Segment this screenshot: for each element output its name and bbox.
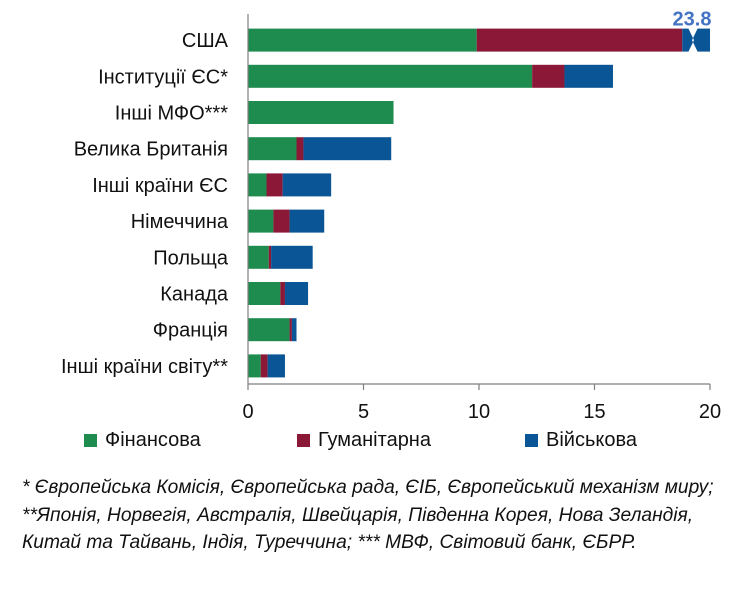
- legend-item: Фінансова: [84, 424, 201, 456]
- bar-segment: [267, 354, 285, 378]
- chart-canvas: США 23.8 Інституції ЄС* Інші МФО*** Велика Б…: [61, 9, 721, 423]
- category-label: Інші країни ЄС: [92, 175, 228, 197]
- legend-swatch: [84, 433, 97, 447]
- legend-swatch: [525, 433, 538, 447]
- bar-segment: [248, 209, 274, 233]
- bar-segment: [248, 101, 394, 124]
- bar-segment: [289, 209, 325, 233]
- x-tick-label: 10: [468, 401, 490, 423]
- legend-label: Військова: [546, 428, 637, 451]
- category-label: Інші країни світу**: [61, 356, 228, 378]
- axis-break-marker: [687, 25, 699, 55]
- chart-footnote: * Європейська Комісія, Європейська рада,…: [22, 477, 714, 553]
- legend-swatch: [297, 433, 310, 447]
- truncated-value-label: 23.8: [673, 9, 712, 31]
- bar-segment: [271, 245, 313, 269]
- bar-segment: [303, 137, 392, 161]
- bar-segment: [248, 64, 533, 88]
- category-label: США: [182, 30, 229, 52]
- bar-segment: [248, 354, 261, 378]
- category-label: Інституції ЄС*: [98, 66, 228, 88]
- category-label: Польща: [153, 247, 229, 269]
- bar-segment: [289, 318, 292, 342]
- bar-segment: [296, 137, 304, 161]
- x-tick-label: 0: [242, 401, 253, 423]
- bar-segment: [280, 282, 285, 305]
- bar-segment: [273, 209, 290, 233]
- bar-segment: [291, 318, 297, 342]
- bar-segment: [282, 173, 332, 197]
- bar-segment: [260, 354, 268, 378]
- bar-segment: [248, 282, 281, 305]
- bar-segment: [248, 137, 297, 161]
- legend-item: Військова: [525, 424, 637, 456]
- category-label: Канада: [160, 284, 229, 306]
- bar-segment: [564, 64, 613, 88]
- x-tick-label: 5: [358, 401, 369, 423]
- legend-label: Фінансова: [105, 428, 201, 451]
- bar-segment: [248, 318, 290, 342]
- stacked-bar-chart: США 23.8 Інституції ЄС* Інші МФО*** Велика Б…: [61, 9, 721, 423]
- bar-segment: [532, 64, 565, 88]
- category-label: Німеччина: [131, 211, 229, 233]
- bar-segment: [248, 245, 269, 269]
- bar-segment: [476, 28, 683, 52]
- legend-item: Гуманітарна: [297, 424, 431, 456]
- bar-segment: [248, 173, 267, 197]
- x-tick-label: 20: [699, 401, 721, 423]
- bar-segment: [266, 173, 283, 197]
- chart-legend: Фінансова Гуманітарна Військова: [0, 424, 750, 456]
- bar-segment: [284, 282, 309, 305]
- bar-segment: [248, 28, 477, 52]
- legend-label: Гуманітарна: [318, 428, 431, 451]
- bar-segment: [682, 28, 710, 52]
- category-label: Інші МФО***: [115, 103, 228, 125]
- category-label: Франція: [153, 320, 228, 342]
- category-label: Велика Британія: [74, 139, 228, 161]
- x-tick-label: 15: [583, 401, 605, 423]
- bar-segment: [268, 245, 272, 269]
